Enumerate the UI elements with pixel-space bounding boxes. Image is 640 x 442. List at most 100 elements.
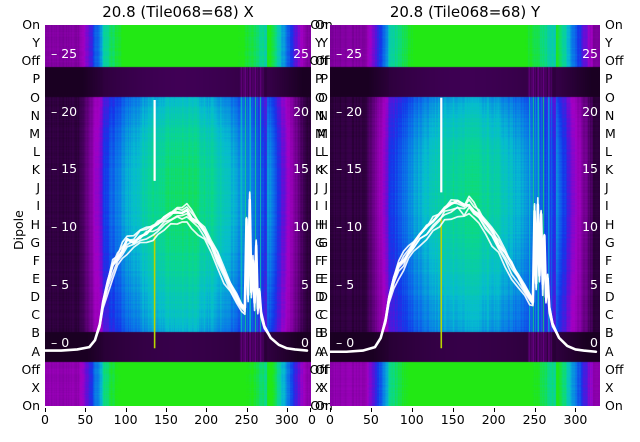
x-tick-label: 300 — [274, 412, 299, 427]
category-tick-label: M — [317, 125, 328, 141]
category-axis-left-panel-y: On Y Off P O N M L K J I H G F E D C B A Off X On — [288, 18, 330, 411]
category-tick-label: On — [605, 16, 623, 32]
category-tick-label: J — [324, 180, 328, 196]
category-tick-label: G — [605, 234, 615, 250]
category-tick-label: G — [318, 234, 328, 250]
category-tick-label: F — [315, 252, 323, 268]
category-tick-label: G — [315, 234, 325, 250]
y-tick-label-mirror: 25 — [582, 45, 598, 61]
panel-title-x: 20.8 (Tile068=68) X — [102, 3, 254, 21]
y-tick-label-mirror: 10 — [293, 218, 309, 234]
y-tick-label: – 5 — [51, 276, 70, 292]
category-tick-label: E — [605, 270, 613, 286]
y-tick-label: – 0 — [336, 334, 355, 350]
category-tick-label: L — [33, 143, 40, 159]
category-tick-label: Y — [605, 34, 613, 50]
category-axis-left-panel-x: On Y Off P O N M L K J I H G F E D C B A Off X On — [0, 18, 42, 411]
category-tick-label: I — [605, 198, 609, 214]
y-tick-label-mirror: 0 — [301, 334, 309, 350]
category-tick-label: B — [319, 325, 328, 341]
x-tick-label: 50 — [77, 412, 94, 427]
category-tick-label: H — [605, 216, 615, 232]
category-tick-label: E — [315, 270, 323, 286]
category-tick-label: J — [36, 180, 40, 196]
x-tick-label: 250 — [522, 412, 547, 427]
category-tick-label: E — [320, 270, 328, 286]
y-tick-label: – 10 — [51, 218, 78, 234]
x-tick-label: 100 — [113, 412, 138, 427]
category-tick-label: H — [315, 216, 325, 232]
x-tick-label: 50 — [362, 412, 379, 427]
category-tick-label: Off — [605, 361, 624, 377]
category-tick-label: On — [315, 397, 333, 413]
panel-title-y: 20.8 (Tile068=68) Y — [389, 3, 541, 21]
category-tick-label: J — [605, 180, 609, 196]
y-tick-label-mirror: 20 — [582, 103, 598, 119]
category-tick-label: On — [22, 397, 40, 413]
y-tick-label: – 25 — [336, 45, 363, 61]
category-tick-label: On — [310, 397, 328, 413]
category-tick-label: Off — [315, 53, 334, 69]
y-tick-label: – 20 — [336, 103, 363, 119]
category-axis-right-panel-y: On Y Off P O N M L K J I H G F E D C B A Off X On — [601, 18, 639, 411]
y-tick-label-mirror: 15 — [582, 161, 598, 177]
category-tick-label: H — [30, 216, 40, 232]
x-tick-mark — [45, 408, 46, 412]
category-tick-label: On — [22, 16, 40, 32]
category-tick-label: I — [324, 198, 328, 214]
category-tick-label: Off — [309, 361, 328, 377]
category-tick-label: P — [32, 71, 40, 87]
category-tick-label: Y — [315, 34, 323, 50]
category-tick-label: On — [605, 397, 623, 413]
category-tick-label: K — [31, 161, 40, 177]
x-tick-label: 200 — [481, 412, 506, 427]
category-tick-label: F — [320, 252, 328, 268]
category-tick-label: Off — [605, 53, 624, 69]
category-tick-label: On — [310, 16, 328, 32]
category-tick-label: On — [315, 16, 333, 32]
category-tick-label: O — [318, 89, 328, 105]
category-tick-label: Off — [21, 361, 40, 377]
category-tick-label: I — [315, 198, 319, 214]
category-tick-label: B — [31, 325, 40, 341]
x-tick-label: 150 — [440, 412, 465, 427]
y-tick-label-mirror: 0 — [590, 334, 598, 350]
y-tick-label-mirror: 5 — [301, 276, 309, 292]
category-tick-label: D — [30, 288, 40, 304]
y-tick-label: – 20 — [51, 103, 78, 119]
y-tick-label: – 0 — [51, 334, 70, 350]
x-tick-mark — [85, 408, 87, 412]
category-tick-label: A — [319, 343, 328, 359]
category-tick-label: Y — [320, 34, 328, 50]
x-tick-mark — [534, 408, 536, 412]
x-tick-label: 100 — [399, 412, 424, 427]
x-tick-mark — [206, 408, 208, 412]
y-tick-label-mirror: 15 — [293, 161, 309, 177]
category-tick-label: E — [32, 270, 40, 286]
category-tick-label: A — [31, 343, 40, 359]
category-tick-label: K — [319, 161, 328, 177]
category-tick-label: N — [318, 107, 328, 123]
heatmap-image-y — [330, 25, 600, 406]
x-tick-mark — [370, 408, 372, 412]
x-tick-mark — [310, 408, 311, 412]
category-tick-label: L — [321, 143, 328, 159]
x-tick-label: 200 — [194, 412, 219, 427]
category-tick-label: G — [30, 234, 40, 250]
x-tick-label: 0 — [326, 412, 334, 427]
x-tick-label: 150 — [153, 412, 178, 427]
category-tick-label: N — [605, 107, 615, 123]
heatmap-plot-y[interactable]: – 0 0 – 5 5 – 10 10 – 15 15 – 20 20 – 25 25 — [330, 25, 600, 406]
category-tick-label: K — [315, 161, 324, 177]
category-tick-label: P — [605, 71, 613, 87]
category-tick-label: X — [319, 379, 328, 395]
x-tick-label: 300 — [563, 412, 588, 427]
x-tick-label: 0 — [308, 412, 316, 427]
category-tick-label: N — [30, 107, 40, 123]
category-tick-label: D — [318, 288, 328, 304]
y-tick-label: – 15 — [336, 161, 363, 177]
category-tick-label: P — [315, 71, 323, 87]
heatmap-plot-x[interactable]: – 0 0 – 5 5 – 10 10 – 15 15 – 20 20 – 25 25 — [45, 25, 311, 406]
category-tick-label: X — [315, 379, 324, 395]
